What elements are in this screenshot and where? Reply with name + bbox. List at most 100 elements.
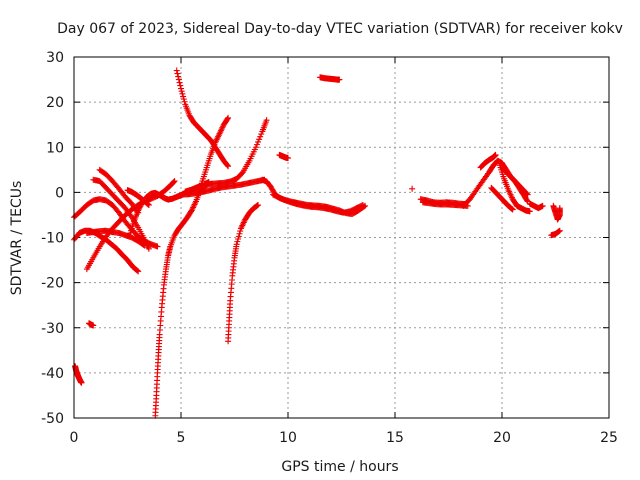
data-point (233, 241, 240, 248)
data-point (136, 204, 143, 211)
data-point (135, 207, 142, 214)
data-point (359, 202, 366, 209)
data-point (187, 208, 194, 215)
data-point (539, 202, 546, 209)
data-point (154, 243, 161, 250)
x-tick-label: 25 (600, 430, 618, 446)
series-arc-12 (173, 67, 232, 170)
chart-title: Day 067 of 2023, Sidereal Day-to-day VTE… (57, 21, 623, 37)
data-point (269, 186, 276, 193)
data-point (268, 185, 275, 192)
data-point (508, 205, 515, 212)
data-point (170, 178, 177, 185)
data-point (179, 90, 186, 97)
data-point (236, 230, 243, 237)
data-point (255, 202, 262, 209)
data-point (257, 133, 264, 140)
data-point (134, 267, 141, 274)
y-tick-label: 30 (46, 50, 64, 66)
data-point (145, 245, 152, 252)
data-point (178, 88, 185, 95)
data-point (492, 151, 499, 158)
series-arc-25 (477, 151, 499, 171)
series-arc-18 (270, 191, 366, 216)
data-point (523, 197, 530, 204)
series-arc-20 (317, 74, 343, 83)
y-tick-label: -20 (41, 276, 64, 292)
data-point (177, 82, 184, 89)
data-point (235, 236, 242, 243)
data-point (267, 183, 274, 190)
x-tick-label: 10 (279, 430, 297, 446)
data-point (235, 233, 242, 240)
data-point (180, 96, 187, 103)
data-point (252, 144, 259, 151)
data-point (224, 116, 231, 123)
data-point (409, 185, 416, 192)
data-point (176, 79, 183, 86)
tick-labels: 0 5 10 15 20 25 -50 -40 -30 -20 -10 0 10 20 30 (41, 50, 618, 446)
x-axis-label: GPS time / hours (281, 459, 398, 475)
data-marks (71, 67, 563, 419)
data-point (336, 76, 343, 83)
series-arc-13 (173, 176, 268, 200)
data-point (237, 228, 244, 235)
data-point (556, 205, 563, 212)
data-point (224, 162, 231, 169)
series-arc-08 (83, 227, 148, 249)
data-point (174, 70, 181, 77)
data-point (255, 138, 262, 145)
data-point (285, 155, 291, 162)
x-tick-label: 0 (70, 430, 79, 446)
series-arc-26 (496, 162, 533, 215)
series-arc-16 (225, 202, 262, 345)
series-arc-10 (124, 187, 152, 209)
data-point (145, 201, 152, 208)
plot-frame (73, 56, 610, 419)
series-arc-03 (72, 363, 85, 386)
data-point (141, 242, 148, 249)
data-point (90, 322, 97, 329)
series-arc-19 (276, 151, 291, 162)
data-point (238, 170, 245, 177)
data-point (234, 238, 241, 245)
data-point (178, 85, 184, 92)
data-point (135, 268, 142, 275)
data-point (138, 202, 145, 209)
data-point (253, 141, 260, 148)
data-point (137, 203, 144, 210)
data-point (175, 73, 182, 80)
y-axis-label: SDTVAR / TECUs (9, 181, 25, 296)
y-tick-label: -40 (41, 366, 64, 382)
y-tick-label: -10 (41, 231, 64, 247)
data-point (171, 178, 178, 185)
y-tick-label: -50 (41, 411, 64, 427)
data-point (258, 131, 265, 138)
series-arc-28 (488, 184, 516, 213)
series-arc-31 (550, 202, 563, 223)
data-point (509, 206, 516, 213)
x-tick-label: 5 (177, 430, 186, 446)
series-arc-27 (499, 164, 531, 205)
x-tick-label: 20 (493, 430, 511, 446)
y-tick-label: -30 (41, 321, 64, 337)
data-point (144, 200, 151, 207)
data-point (225, 163, 232, 170)
series-arc-14 (195, 114, 232, 198)
series-arc-06 (90, 176, 152, 252)
data-point (508, 205, 515, 212)
series-arc-04 (85, 320, 97, 329)
series-arc-29 (526, 200, 546, 212)
data-point (175, 76, 182, 83)
data-point (140, 241, 147, 248)
data-point (145, 202, 152, 209)
data-point (173, 67, 180, 74)
data-point (225, 114, 232, 121)
data-point (78, 379, 85, 386)
data-point (135, 206, 142, 213)
series-arc-30 (548, 227, 563, 239)
y-tick-label: 20 (46, 95, 64, 111)
series-arc-15 (182, 117, 270, 195)
